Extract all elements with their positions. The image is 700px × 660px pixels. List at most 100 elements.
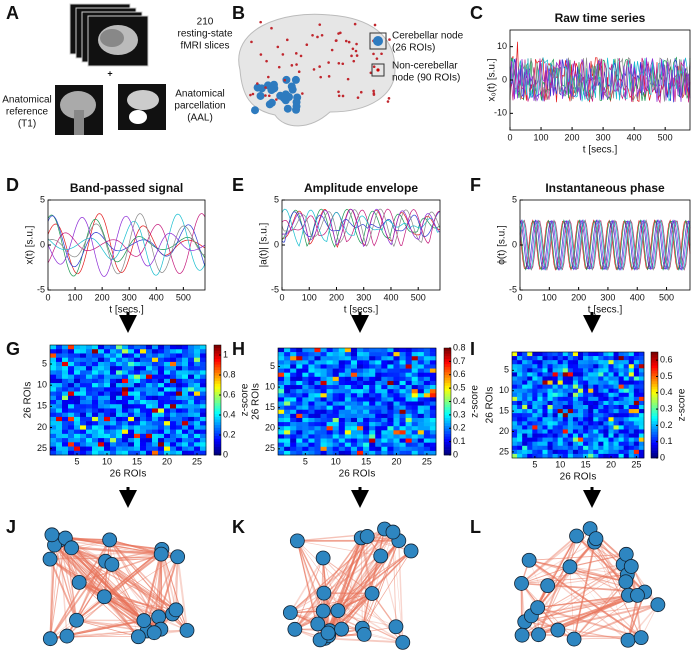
heatmap-cell: [532, 429, 538, 434]
heatmap-cell: [176, 370, 183, 375]
heatmap-cell: [296, 397, 303, 402]
heatmap-cell: [357, 352, 364, 357]
heatmap-cell: [429, 417, 437, 423]
heatmap-cell: [104, 395, 111, 401]
heatmap-cell: [104, 408, 111, 413]
heatmap-cell: [290, 446, 297, 452]
heatmap-cell: [598, 364, 604, 369]
heatmap-cell: [618, 396, 624, 402]
heatmap-cell: [308, 352, 315, 357]
noncerebellar-node: [359, 90, 363, 94]
x-tick-label: 20: [606, 459, 616, 469]
heatmap-cell: [332, 376, 340, 382]
heatmap-cell: [522, 425, 528, 430]
x-tick-label: 0: [517, 292, 522, 302]
heatmap-cell: [593, 441, 599, 447]
heatmap-cell: [512, 417, 518, 422]
x-axis-label: t [secs.]: [588, 305, 623, 316]
heatmap-cell: [110, 366, 117, 371]
x-tick-label: 0: [507, 132, 512, 142]
heatmap-cell: [598, 409, 604, 414]
heatmap-cell: [284, 393, 291, 398]
heatmap-cell: [583, 421, 589, 426]
heatmap-cell: [399, 385, 406, 390]
colorbar-segment: [651, 407, 658, 411]
heatmap-cell: [92, 370, 99, 375]
network-node: [315, 550, 331, 566]
heatmap-cell: [399, 442, 406, 448]
colorbar-frame: [213, 344, 222, 456]
heatmap-cell: [593, 417, 599, 422]
heatmap-cell: [411, 442, 419, 448]
heatmap-cell: [320, 430, 327, 435]
heatmap-cell: [56, 412, 63, 418]
heatmap-cell: [381, 356, 388, 361]
noncerebellar-node: [256, 82, 259, 85]
heatmap-cell: [302, 409, 309, 415]
noncerebellar-node: [372, 52, 375, 56]
heatmap-cell: [50, 374, 57, 380]
heatmap-cell: [512, 372, 518, 377]
noncerebellar-node: [277, 65, 281, 69]
heatmap-cell: [393, 434, 400, 439]
network-node: [514, 627, 530, 643]
heatmap-cell: [122, 425, 129, 430]
cerebellar-node: [282, 75, 291, 84]
noncerebellar-node: [259, 53, 263, 56]
heatmap-cell: [512, 400, 518, 406]
heatmap-cell: [598, 352, 604, 357]
heatmap-cell: [417, 422, 425, 427]
legend-cerebellar: [373, 36, 383, 46]
heatmap-cell: [194, 400, 201, 405]
heatmap-cell: [387, 450, 394, 456]
heatmap-cell: [375, 360, 382, 365]
heatmap-cell: [512, 449, 518, 455]
heatmap-cell: [338, 348, 346, 353]
signal: [47, 213, 206, 274]
heatmap-cell: [567, 425, 574, 430]
heatmap-cell: [411, 422, 419, 427]
heatmap-cell: [633, 388, 640, 394]
heatmap-cell: [603, 421, 609, 426]
heatmap-cell: [86, 400, 93, 405]
heatmap-cell: [104, 387, 111, 392]
heatmap-cell: [134, 387, 141, 392]
heatmap-cell: [308, 438, 315, 443]
network-node: [620, 632, 636, 648]
heatmap-cell: [116, 357, 123, 363]
heatmap-cell: [603, 388, 609, 394]
heatmap-cell: [598, 441, 604, 447]
heatmap-cell: [110, 412, 117, 418]
heatmap-cell: [547, 421, 553, 426]
noncerebellar-node: [386, 100, 390, 103]
heatmap-cell: [122, 421, 129, 426]
colorbar-segment: [214, 391, 221, 395]
x-tick-label: 15: [581, 459, 591, 469]
heatmap-cell: [110, 421, 117, 426]
heatmap-cell: [357, 417, 364, 423]
heatmap-cell: [146, 416, 153, 422]
heatmap-cell: [320, 438, 327, 443]
heatmap-cell: [164, 404, 171, 409]
x-tick-label: 400: [149, 292, 164, 302]
heatmap-cell: [158, 416, 165, 422]
heatmap-cell: [284, 348, 291, 353]
heatmap-cell: [598, 437, 604, 442]
network-edge: [71, 547, 162, 555]
heatmap-cell: [80, 349, 87, 354]
heatmap-cell: [194, 446, 201, 452]
heatmap-cell: [182, 366, 189, 371]
y-axis-label: x(t) [s.u.]: [25, 225, 36, 264]
heatmap-cell: [393, 417, 400, 423]
heatmap-cell: [320, 385, 327, 390]
heatmap-cell: [338, 389, 346, 394]
panel-letter: D: [6, 175, 19, 195]
heatmap-cell: [375, 430, 382, 435]
heatmap-cell: [278, 376, 285, 382]
heatmap-cell: [188, 433, 195, 439]
heatmap-cell: [613, 384, 619, 389]
heatmap-cell: [350, 422, 358, 427]
legend-box: [371, 63, 385, 77]
heatmap-cell: [572, 433, 579, 438]
heatmap-cell: [50, 370, 57, 375]
